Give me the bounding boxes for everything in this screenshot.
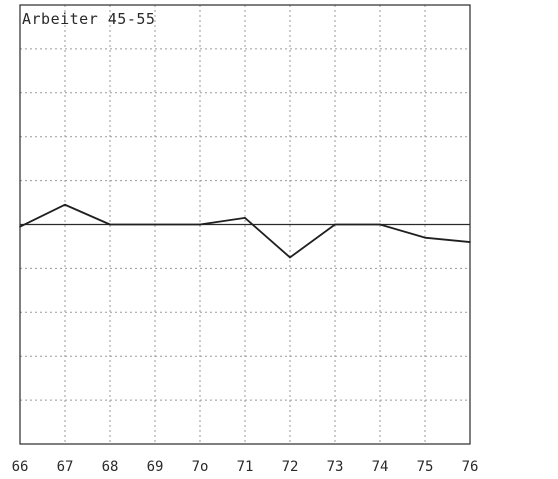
x-tick-label: 71 (237, 459, 254, 475)
chart-title: Arbeiter 45-55 (22, 10, 155, 28)
x-tick-label: 72 (282, 459, 299, 475)
data-point (289, 257, 291, 259)
x-tick-label: 67 (57, 459, 74, 475)
x-tick-label: 76 (462, 459, 479, 475)
data-point (64, 204, 66, 206)
data-point (244, 217, 246, 219)
x-tick-label: 68 (102, 459, 119, 475)
data-point (469, 241, 471, 243)
x-tick-label: 75 (417, 459, 434, 475)
data-point (109, 224, 111, 226)
x-tick-labels: 66 67 68 69 7o 71 72 73 74 75 76 (12, 459, 479, 475)
x-tick-label: 69 (147, 459, 164, 475)
x-tick-label: 66 (12, 459, 29, 475)
x-tick-label: 74 (372, 459, 389, 475)
data-point (379, 224, 381, 226)
data-point (334, 224, 336, 226)
data-point (199, 224, 201, 226)
x-tick-label: 73 (327, 459, 344, 475)
x-tick-label: 7o (192, 459, 209, 475)
data-point (424, 237, 426, 239)
data-point (19, 226, 21, 228)
data-point (154, 224, 156, 226)
